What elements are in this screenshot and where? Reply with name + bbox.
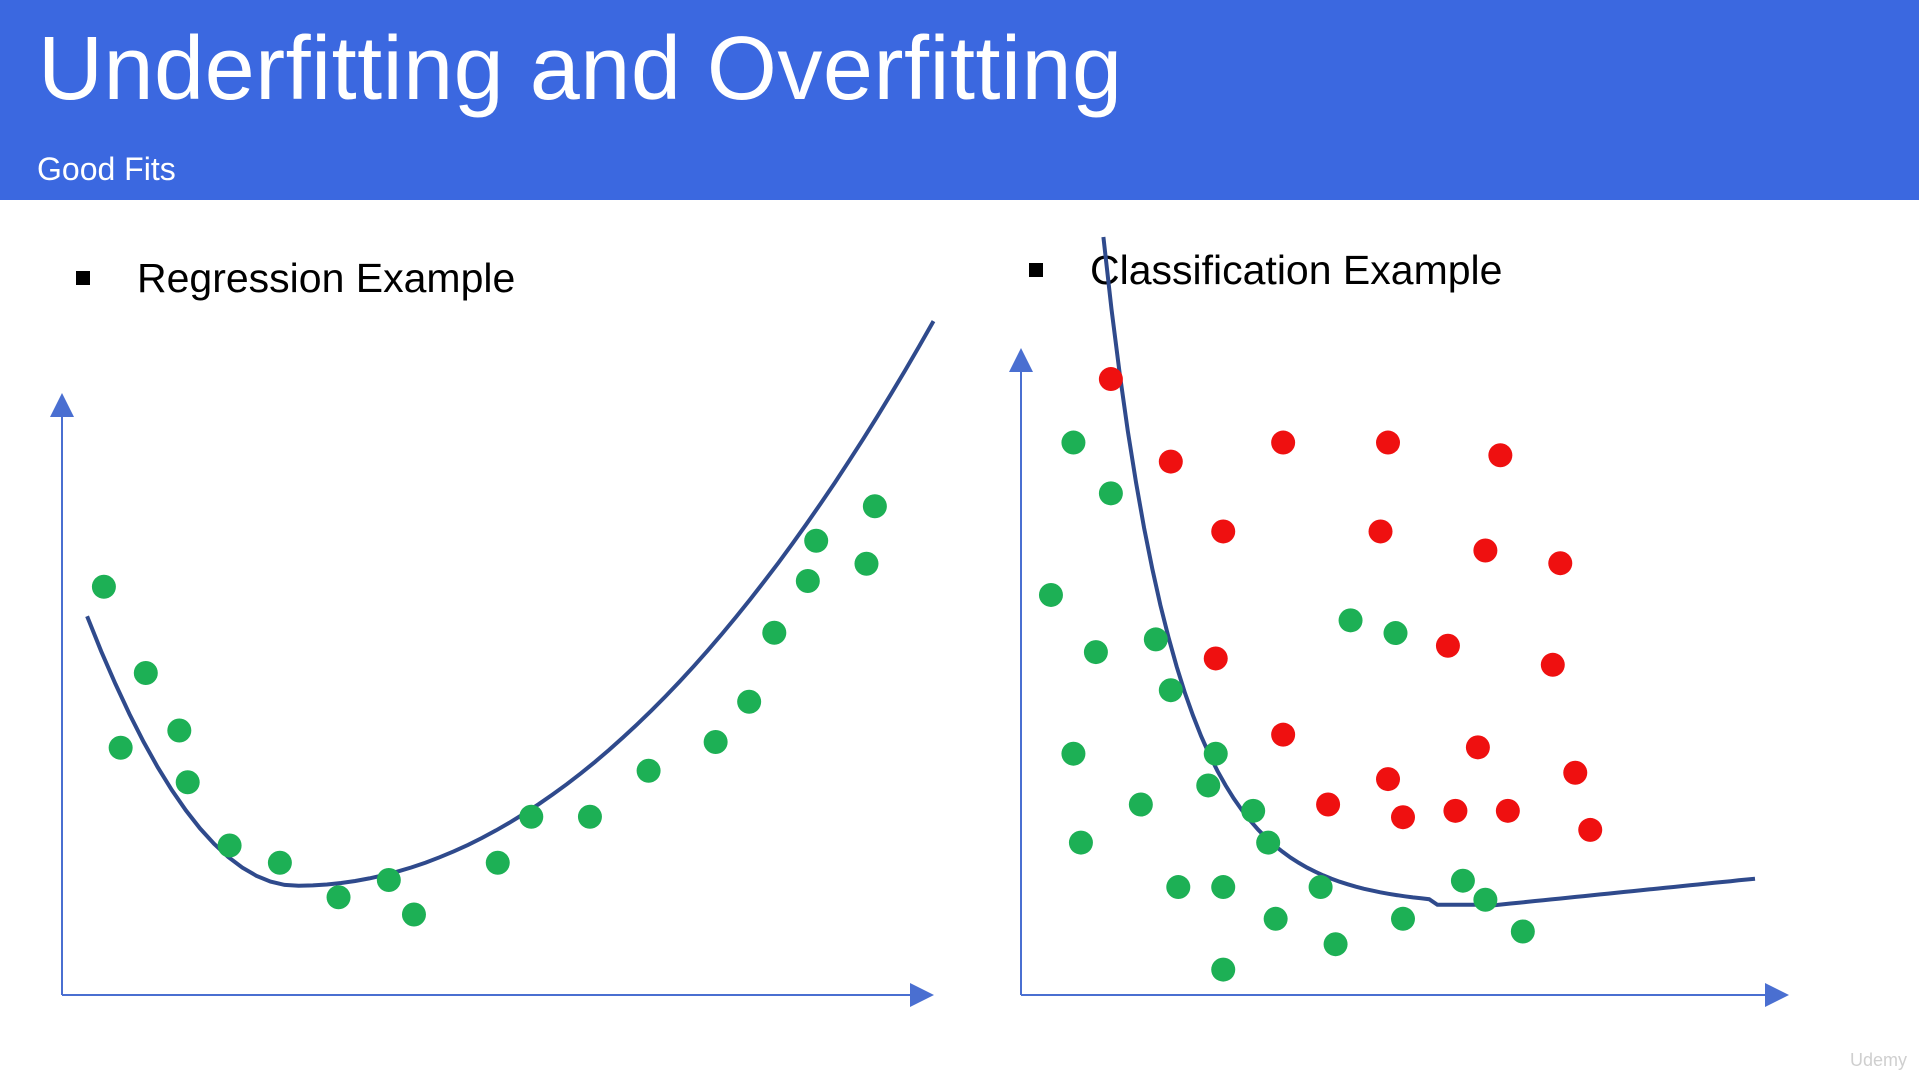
red-point [1271,430,1296,455]
regression-point [167,718,192,743]
red-point [1376,430,1401,455]
green-point [1241,798,1266,823]
regression-point [703,730,728,754]
regression-bullet: Regression Example [76,253,515,303]
red-point [1578,817,1603,842]
regression-point [795,569,820,593]
green-point [1308,875,1333,900]
green-point [1211,957,1236,982]
slide-subtitle: Good Fits [37,151,176,187]
green-point [1098,481,1123,506]
red-point [1465,735,1490,760]
regression-point [804,528,829,553]
red-point [1376,767,1401,792]
green-point [1256,830,1281,855]
green-point [1061,741,1086,766]
red-point [1316,792,1341,817]
regression-points [91,494,887,927]
green-point [1473,887,1498,912]
regression-point [175,770,200,795]
green-point [1038,582,1063,607]
red-point [1098,367,1123,392]
green-point [1510,919,1535,944]
classification-label: Classification Example [1090,247,1503,293]
regression-point [133,661,158,685]
red-point [1473,538,1498,563]
regression-point [737,689,762,714]
regression-point [376,868,401,892]
red-point [1435,633,1460,658]
regression-point [636,758,661,783]
green-point [1323,932,1348,957]
regression-point [91,574,116,599]
regression-point [762,620,787,645]
green-point [1450,868,1475,893]
regression-point [862,494,887,519]
regression-label: Regression Example [137,255,516,301]
red-point [1211,519,1236,544]
green-point [1128,792,1153,817]
green-point [1166,875,1191,900]
red-point [1271,722,1296,747]
green-point [1196,773,1221,798]
classification-decision-boundary [1101,236,1756,909]
green-point [1263,906,1288,931]
red-point [1203,646,1228,671]
green-point [1158,678,1183,703]
green-point [1061,430,1086,455]
regression-point [267,850,292,875]
green-point [1203,741,1228,766]
red-point [1443,798,1468,823]
title-banner [0,0,1919,200]
green-point [1338,608,1363,633]
red-point [1563,760,1588,785]
classification-points [1038,367,1603,982]
red-point [1390,805,1415,830]
red-point [1548,551,1573,576]
green-point [1083,640,1108,665]
green-point [1383,621,1408,646]
green-point [1143,627,1168,652]
watermark: Udemy [1849,1050,1907,1070]
regression-point [485,850,510,875]
regression-chart [50,320,936,1007]
regression-point [577,804,602,829]
regression-point [326,885,351,910]
red-point [1488,443,1513,468]
red-point [1158,449,1183,474]
regression-point [108,735,133,760]
bullet-square-icon [76,271,90,285]
red-point [1540,652,1565,677]
bullet-square-icon [1029,263,1043,277]
slide-title: Underfitting and Overfitting [38,19,1123,119]
regression-point [217,833,242,858]
regression-point [401,902,426,927]
green-point [1390,906,1415,931]
regression-point [854,551,879,576]
regression-fit-curve [85,320,936,888]
red-point [1495,798,1520,823]
green-point [1211,875,1236,900]
green-point [1068,830,1093,855]
red-point [1368,519,1393,544]
regression-point [519,804,544,829]
classification-chart [1009,236,1789,1007]
classification-bullet: Classification Example [1029,245,1502,295]
